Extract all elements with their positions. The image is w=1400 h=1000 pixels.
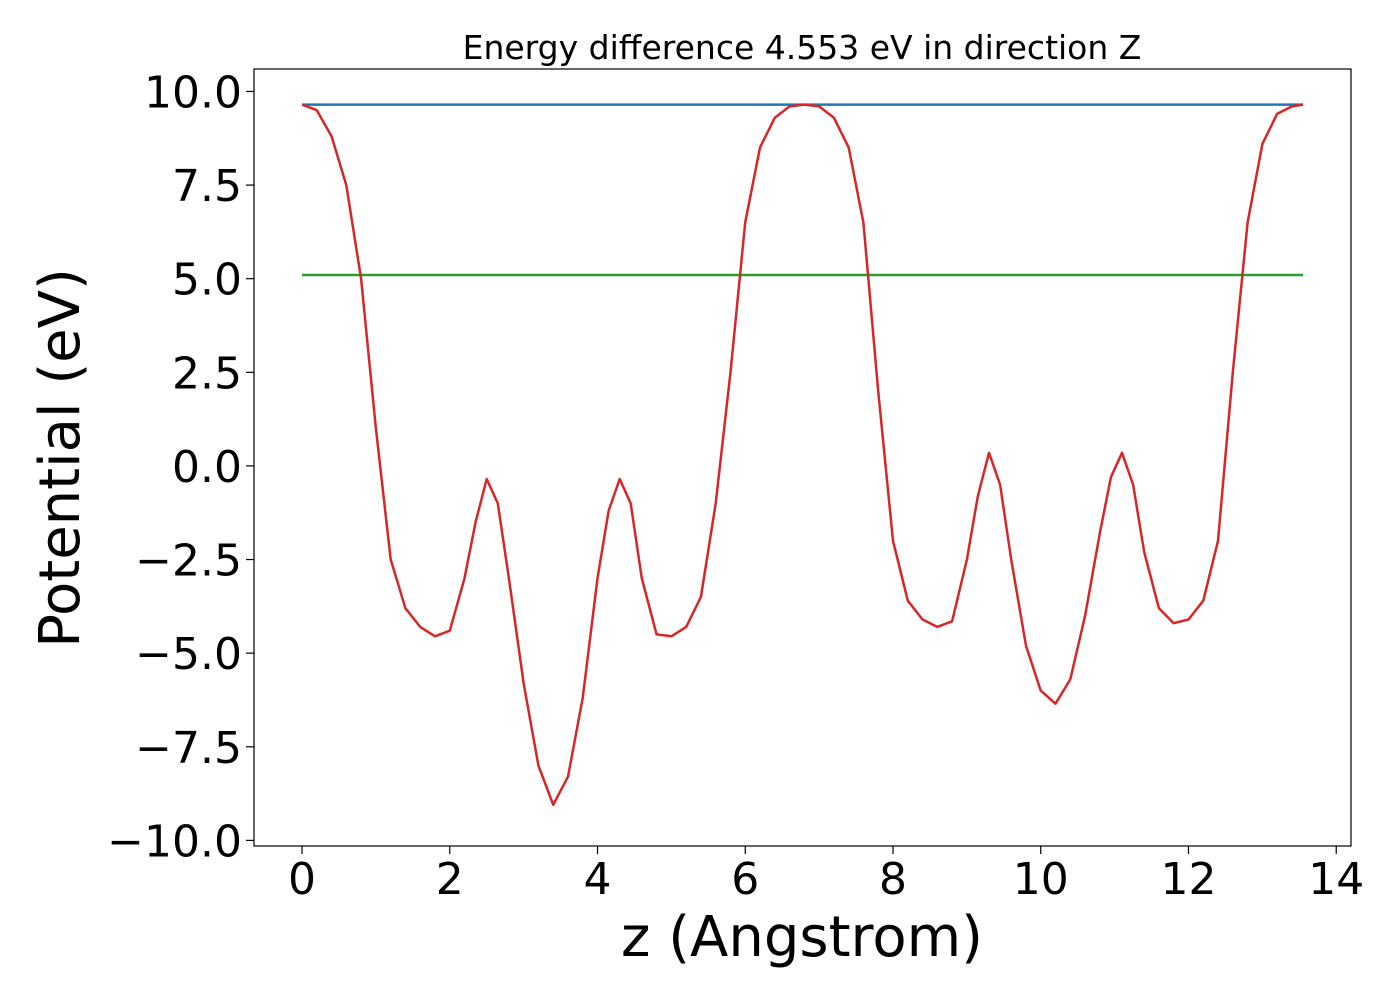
x-axis-label: z (Angstrom) <box>621 905 983 970</box>
plot-frame <box>253 68 1352 847</box>
y-tick-label: 7.5 <box>172 161 242 212</box>
y-tick-label: −7.5 <box>135 723 242 774</box>
x-axis-ticks: 0 2 4 6 8 10 12 14 <box>288 846 1364 905</box>
x-tick-label: 4 <box>584 854 612 905</box>
x-tick-label: 0 <box>288 854 316 905</box>
x-tick-label: 2 <box>436 854 464 905</box>
y-tick-label: 10.0 <box>144 67 242 118</box>
potential-line <box>301 103 1304 807</box>
x-tick-label: 12 <box>1160 854 1216 905</box>
x-tick-label: 14 <box>1308 854 1364 905</box>
x-tick-label: 6 <box>731 854 759 905</box>
y-axis-label: Potential (eV) <box>28 268 93 648</box>
y-tick-label: 2.5 <box>172 348 242 399</box>
y-tick-label: −5.0 <box>135 629 242 680</box>
x-tick-label: 10 <box>1013 854 1069 905</box>
y-tick-label: 5.0 <box>172 255 242 306</box>
y-tick-label: 0.0 <box>172 442 242 493</box>
y-tick-label: −2.5 <box>135 536 242 587</box>
y-axis-ticks: 10.0 7.5 5.0 2.5 0.0 −2.5 −5.0 −7.5 −10.0 <box>107 67 254 867</box>
x-tick-label: 8 <box>879 854 907 905</box>
chart-title: Energy difference 4.553 eV in direction … <box>463 28 1142 67</box>
series-layer <box>301 103 1304 807</box>
y-tick-label: −10.0 <box>107 816 242 867</box>
